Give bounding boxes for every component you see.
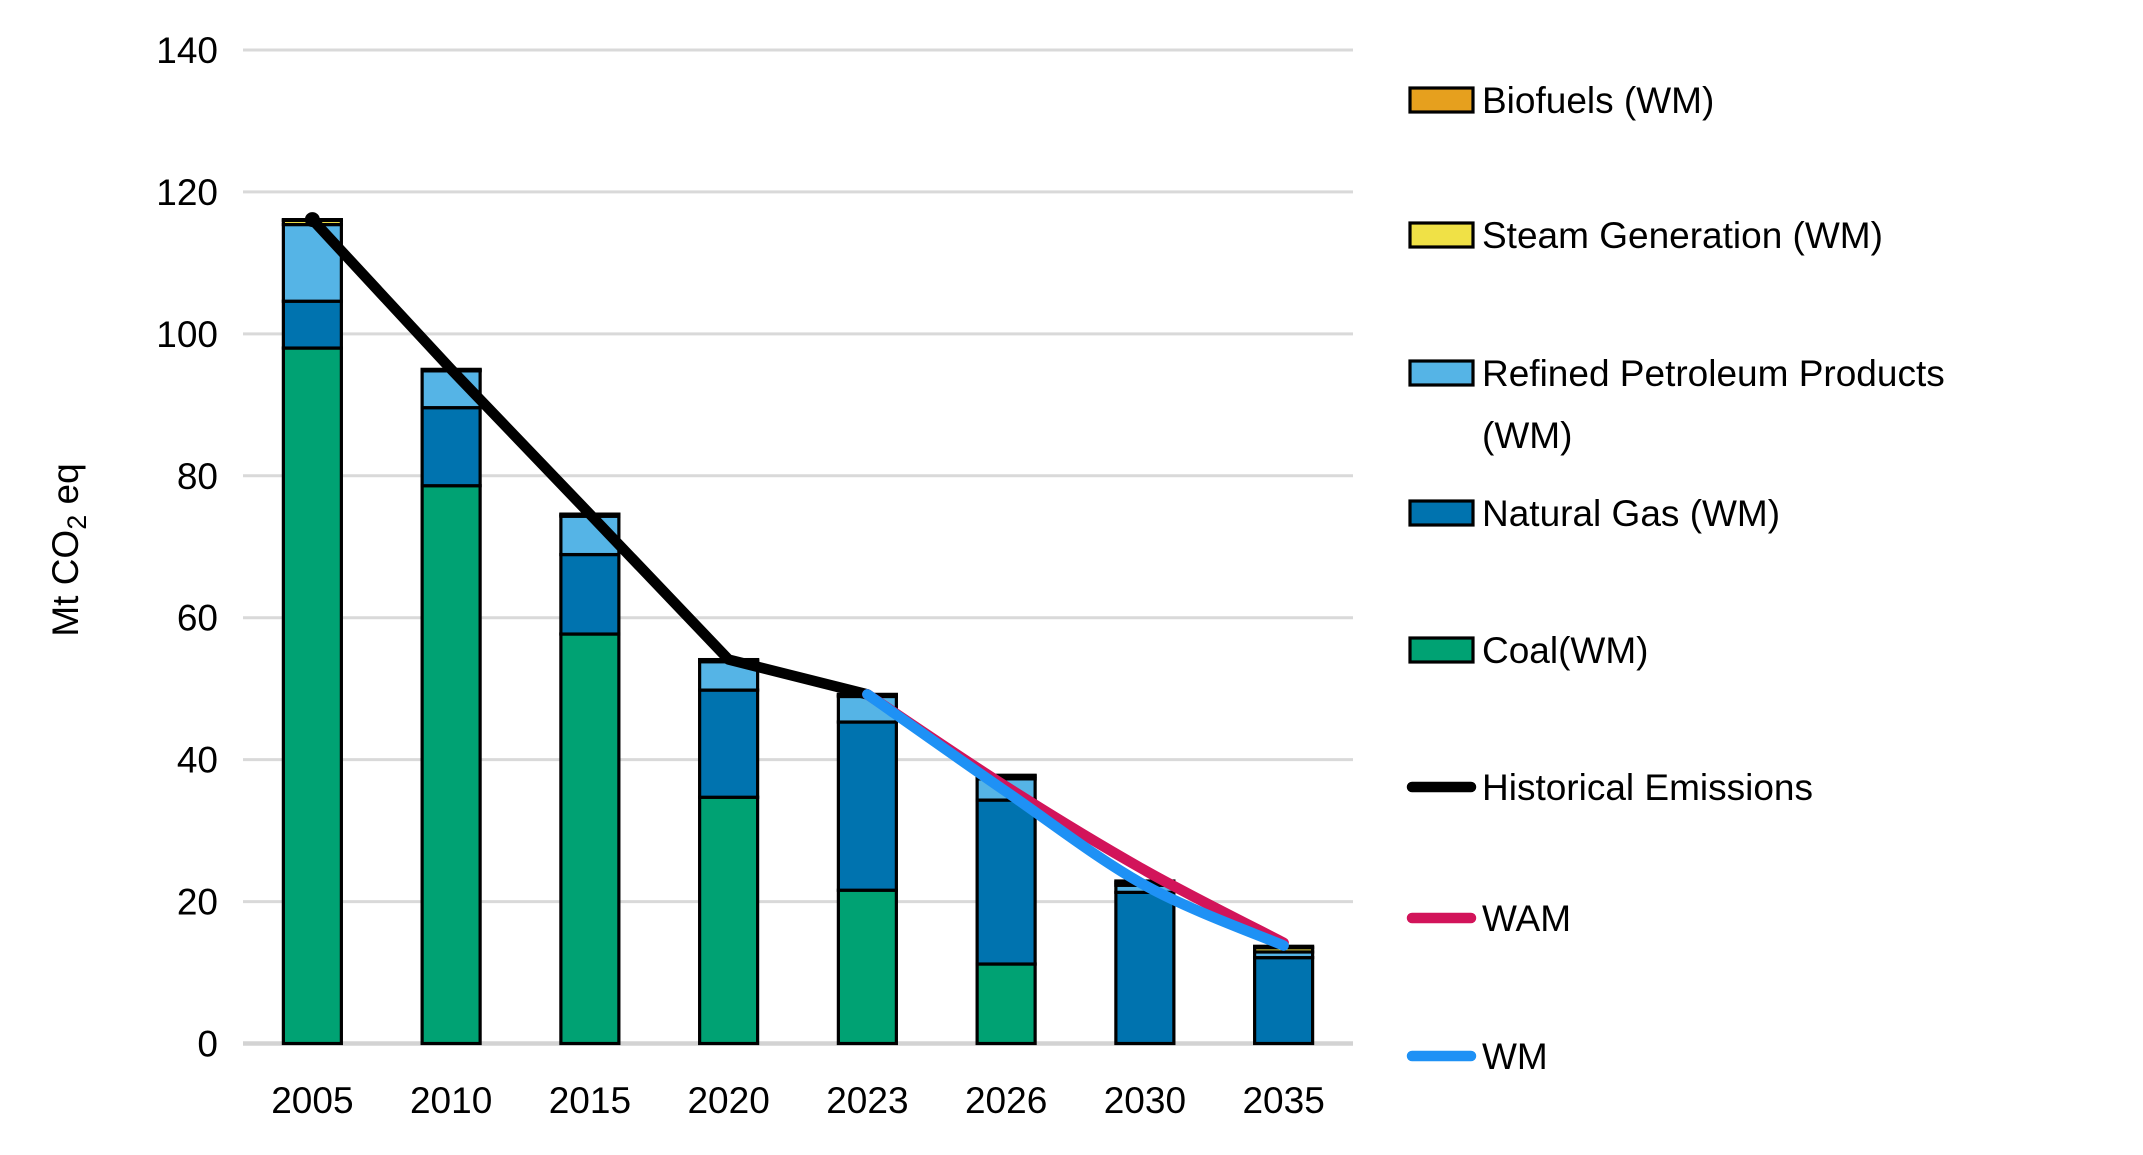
legend-swatch-natural-gas-wm- — [1408, 499, 1475, 527]
legend-swatch-coal-wm- — [1408, 636, 1475, 664]
bar-segment-coal-2020 — [698, 795, 760, 1046]
legend-swatch-steam-generation-wm- — [1408, 221, 1475, 249]
y-tick-label-60: 60 — [177, 598, 218, 639]
bar-segment-coal-2015 — [559, 632, 621, 1046]
legend-swatch-refined-petroleum-products — [1408, 359, 1475, 387]
legend-label-coal-wm-: Coal(WM) — [1482, 630, 1648, 671]
legend-label-biofuels-wm-: Biofuels (WM) — [1482, 80, 1714, 121]
bar-segment-ng-2020 — [698, 688, 760, 799]
y-tick-label-80: 80 — [177, 456, 218, 497]
y-tick-label-20: 20 — [177, 882, 218, 923]
bar-segment-ng-2005 — [281, 299, 343, 350]
bar-segment-coal-2023 — [836, 888, 898, 1046]
y-tick-label-0: 0 — [197, 1024, 218, 1065]
legend-label-refined-petroleum-products: Refined Petroleum Products — [1482, 353, 1945, 394]
bar-segment-rpp-2015 — [559, 514, 621, 557]
x-axis-label-2030: 2030 — [1104, 1080, 1186, 1121]
x-axis-label-2023: 2023 — [826, 1080, 908, 1121]
legend-label--wm-: (WM) — [1482, 415, 1572, 456]
wm-line — [862, 689, 1289, 951]
x-axis-label-2020: 2020 — [687, 1080, 769, 1121]
y-axis-title-text: Mt CO2 eq — [45, 463, 92, 636]
bar-segment-coal-2026 — [975, 962, 1037, 1046]
y-tick-label-140: 140 — [156, 30, 218, 71]
bar-segment-ng-2030 — [1114, 890, 1176, 1046]
x-axis-labels: 2005 2010 2015 2020 2023 2026 2030 2035 — [271, 1080, 1325, 1121]
y-axis-title: Mt CO2 eq — [45, 463, 92, 636]
legend-label-wm: WM — [1482, 1036, 1548, 1077]
x-axis-label-2026: 2026 — [965, 1080, 1047, 1121]
wam-line — [862, 689, 1289, 948]
y-tick-label-40: 40 — [177, 740, 218, 781]
bar-segment-coal-2010 — [420, 484, 482, 1046]
y-tick-label-100: 100 — [156, 314, 218, 355]
legend: Biofuels (WM) Steam Generation (WM) Refine… — [1406, 80, 1945, 1077]
x-axis-label-2015: 2015 — [549, 1080, 631, 1121]
bar-segment-ng-2026 — [975, 798, 1037, 966]
legend-label-natural-gas-wm-: Natural Gas (WM) — [1482, 493, 1780, 534]
bars — [281, 218, 1315, 1046]
x-axis-label-2005: 2005 — [271, 1080, 353, 1121]
historical-line-start-marker — [304, 212, 320, 228]
bar-segment-ng-2023 — [836, 720, 898, 892]
y-axis-ticks: 0 20 40 60 80 100 120 140 — [156, 30, 218, 1065]
bar-segment-ng-2035 — [1253, 956, 1315, 1046]
trend-lines — [304, 212, 1289, 951]
y-tick-label-120: 120 — [156, 172, 218, 213]
legend-label-steam-generation-wm-: Steam Generation (WM) — [1482, 215, 1883, 256]
legend-label-wam: WAM — [1482, 898, 1571, 939]
x-axis-label-2035: 2035 — [1242, 1080, 1324, 1121]
bar-segment-ng-2015 — [559, 552, 621, 636]
historical-line — [307, 214, 873, 700]
bar-segment-coal-2005 — [281, 346, 343, 1046]
x-axis-label-2010: 2010 — [410, 1080, 492, 1121]
y-axis-title-subscript: 2 — [62, 515, 92, 530]
legend-label-historical-emissions: Historical Emissions — [1482, 767, 1813, 808]
bar-segment-ng-2010 — [420, 406, 482, 488]
legend-swatch-biofuels-wm- — [1408, 86, 1475, 114]
